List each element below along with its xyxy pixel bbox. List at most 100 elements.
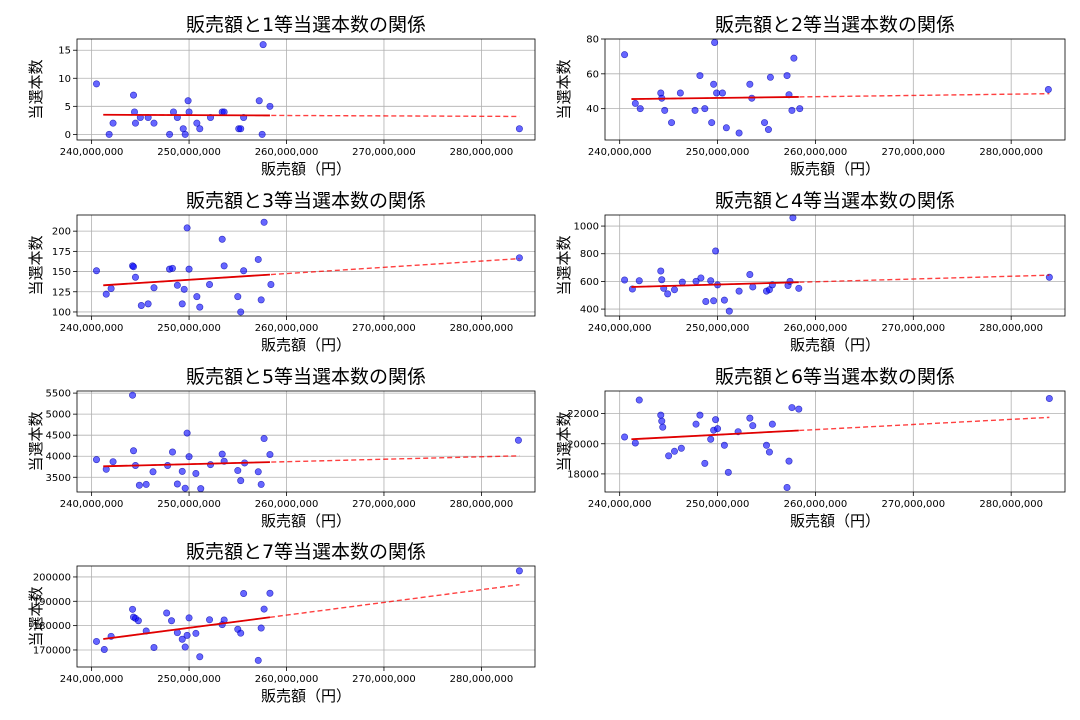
data-point — [665, 452, 673, 460]
plot-frame — [76, 390, 536, 493]
data-point — [163, 609, 171, 617]
y-axis-label: 当選本数 — [555, 59, 573, 119]
data-point — [240, 590, 248, 598]
y-axis-label: 当選本数 — [555, 411, 573, 471]
data-point — [237, 629, 245, 637]
y-axis-label: 当選本数 — [27, 59, 45, 119]
data-point — [696, 72, 704, 80]
data-point — [708, 119, 716, 127]
data-point — [237, 125, 245, 133]
data-point — [254, 468, 262, 476]
data-point — [130, 91, 138, 99]
data-point — [149, 468, 157, 476]
data-point — [150, 284, 158, 292]
x-axis-label: 販売額（円） — [261, 160, 351, 178]
y-tick-label: 22000 — [567, 409, 599, 420]
y-tick-label: 125 — [52, 287, 71, 298]
data-point — [720, 441, 728, 449]
data-point — [173, 480, 181, 488]
data-point — [701, 105, 709, 113]
x-tick-label: 240,000,000 — [588, 499, 652, 510]
data-point — [92, 80, 100, 88]
data-point — [710, 80, 718, 88]
data-point — [657, 267, 665, 275]
data-point — [168, 264, 176, 272]
trend-line-dashed — [103, 257, 520, 286]
data-point — [218, 450, 226, 458]
x-tick-label: 280,000,000 — [450, 499, 514, 510]
y-axis-label: 当選本数 — [27, 235, 45, 295]
data-point — [240, 267, 248, 275]
data-point — [795, 405, 803, 413]
x-tick-label: 240,000,000 — [588, 147, 652, 158]
data-point — [193, 293, 201, 301]
data-point — [196, 653, 204, 661]
data-point — [185, 265, 193, 273]
data-point — [762, 441, 770, 449]
y-tick-label: 5500 — [46, 389, 71, 400]
data-point — [92, 267, 100, 275]
data-point — [746, 270, 754, 278]
data-point — [266, 451, 274, 459]
data-point — [144, 300, 152, 308]
data-point — [134, 617, 142, 625]
x-tick-label: 260,000,000 — [255, 674, 319, 685]
data-point — [707, 277, 715, 285]
x-tick-label: 270,000,000 — [352, 499, 416, 510]
data-point — [658, 276, 666, 284]
y-tick-label: 18000 — [567, 469, 599, 480]
data-point — [206, 616, 214, 624]
data-point — [257, 480, 265, 488]
chart-title: 販売額と5等当選本数の関係 — [186, 366, 426, 388]
data-point — [701, 459, 709, 467]
data-point — [761, 119, 769, 127]
x-tick-label: 270,000,000 — [352, 674, 416, 685]
x-tick-label: 260,000,000 — [784, 147, 848, 158]
x-tick-label: 270,000,000 — [881, 147, 945, 158]
data-point — [100, 645, 108, 653]
data-point — [207, 461, 215, 469]
data-point — [92, 456, 100, 464]
data-point — [257, 624, 265, 632]
data-point — [254, 656, 262, 664]
y-tick-label: 180000 — [33, 621, 71, 632]
x-tick-label: 250,000,000 — [157, 499, 221, 510]
y-tick-label: 80 — [586, 35, 599, 46]
trend-line-solid — [103, 273, 271, 287]
data-point — [234, 467, 242, 475]
data-point — [768, 420, 776, 428]
data-point — [712, 247, 720, 255]
x-tick-label: 250,000,000 — [157, 147, 221, 158]
data-point — [677, 444, 685, 452]
data-point — [676, 89, 684, 97]
x-tick-label: 250,000,000 — [686, 499, 750, 510]
data-point — [220, 262, 228, 270]
data-point — [735, 287, 743, 295]
data-point — [254, 255, 262, 263]
data-point — [129, 605, 137, 613]
trend-line-solid — [631, 96, 799, 100]
data-point — [789, 214, 797, 222]
data-point — [267, 280, 275, 288]
trend-line-dashed — [103, 455, 520, 468]
data-point — [707, 435, 715, 443]
trend-line-dashed — [103, 584, 520, 640]
y-tick-label: 400 — [580, 305, 599, 316]
y-tick-label: 5000 — [46, 410, 71, 421]
y-tick-label: 170000 — [33, 645, 71, 656]
data-point — [197, 485, 205, 493]
x-tick-label: 260,000,000 — [255, 147, 319, 158]
chart-panel-7: 240,000,000 250,000,000 260,000,000 270,000… — [27, 541, 536, 705]
data-point — [712, 416, 720, 424]
x-tick-label: 240,000,000 — [60, 674, 124, 685]
trend-line-solid — [103, 113, 270, 117]
data-point — [697, 274, 705, 282]
data-point — [260, 218, 268, 226]
y-tick-label: 200 — [52, 227, 71, 238]
data-point — [796, 105, 804, 113]
trend-line-dashed — [631, 274, 1050, 288]
x-tick-label: 270,000,000 — [881, 499, 945, 510]
data-point — [668, 119, 676, 127]
chart-panel-5: 240,000,000 250,000,000 260,000,000 270,000… — [27, 366, 536, 530]
data-point — [790, 54, 798, 62]
